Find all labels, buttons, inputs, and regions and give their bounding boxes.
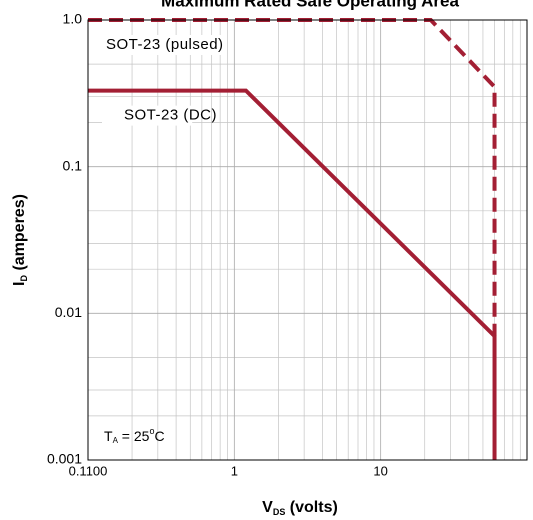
x-tick-label: 1 bbox=[231, 463, 238, 478]
series-line bbox=[88, 88, 497, 460]
series-label-bg bbox=[102, 105, 193, 126]
series-label-bg bbox=[102, 35, 225, 55]
y-tick-label: 0.1 bbox=[63, 157, 83, 173]
x-axis-label: VDS (volts) bbox=[262, 499, 338, 517]
y-tick-label: 1.0 bbox=[63, 11, 83, 27]
series-line bbox=[88, 18, 497, 337]
series-label: SOT-23 (pulsed) bbox=[106, 36, 224, 53]
y-axis-label: ID (amperes) bbox=[11, 194, 29, 286]
y-tick-label: 0.01 bbox=[55, 304, 82, 320]
annotation: TA = 25oC bbox=[104, 426, 165, 445]
y-tick-label: 0.001 bbox=[47, 451, 82, 467]
x-tick-label: 0.1100 bbox=[69, 463, 108, 478]
x-tick-label: 10 bbox=[373, 463, 387, 478]
series-label: SOT-23 (DC) bbox=[124, 107, 217, 124]
plot-frame bbox=[87, 19, 528, 461]
chart-title: Maximum Rated Safe Operating Area bbox=[161, 0, 459, 10]
